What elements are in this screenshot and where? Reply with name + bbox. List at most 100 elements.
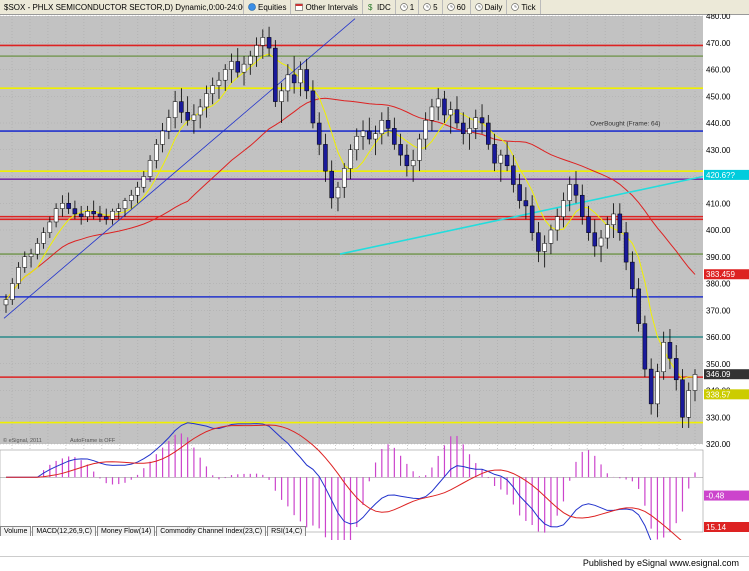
- tab-rsi[interactable]: RSI(14,C): [267, 526, 307, 536]
- candle-body: [661, 342, 666, 373]
- candle-body: [166, 117, 172, 132]
- macd-label: -0.48: [706, 492, 725, 501]
- candle-body: [97, 213, 103, 217]
- price-label: 420.6??: [706, 171, 735, 180]
- clock-icon: [446, 3, 455, 11]
- candle-body: [479, 117, 485, 124]
- candle-body: [498, 154, 504, 164]
- tab-macd[interactable]: MACD(12,26,9,C): [32, 526, 96, 536]
- candle-body: [41, 232, 46, 244]
- clock-icon: [511, 3, 520, 11]
- interval-60[interactable]: 60: [443, 0, 471, 14]
- price-label-box: [704, 389, 749, 400]
- candle-body: [586, 216, 591, 233]
- tab-money-flow[interactable]: Money Flow(14): [97, 526, 156, 536]
- candle-body: [648, 368, 654, 405]
- interval-other[interactable]: Other Intervals: [291, 0, 363, 14]
- interval-tick[interactable]: Tick: [507, 0, 541, 14]
- candle-body: [598, 237, 604, 247]
- candle-body: [611, 213, 616, 225]
- candle-body: [523, 200, 529, 207]
- y-tick-label: 350.00: [706, 360, 731, 369]
- price-label: 383.459: [706, 270, 735, 279]
- candle-body: [298, 69, 303, 84]
- candle-body: [442, 98, 447, 116]
- tab-cci[interactable]: Commodity Channel Index(23,C): [156, 526, 267, 536]
- globe-icon: [248, 3, 256, 11]
- candle-body: [91, 211, 96, 215]
- candle-body: [204, 93, 209, 108]
- interval-1[interactable]: 1: [396, 0, 420, 14]
- candle-body: [316, 122, 322, 145]
- candle-body: [78, 213, 84, 217]
- candle-body: [379, 120, 385, 134]
- candle-body: [216, 79, 222, 86]
- candle-body: [35, 243, 40, 255]
- interval-equities[interactable]: Equities: [244, 0, 292, 14]
- candle-body: [116, 208, 121, 212]
- candle-body: [28, 253, 34, 257]
- candle-body: [617, 213, 623, 233]
- y-tick-label: 410.00: [706, 199, 731, 208]
- candle-body: [592, 232, 598, 247]
- candle-body: [235, 61, 241, 73]
- candle-body: [185, 112, 190, 121]
- symbol-title[interactable]: $SOX - PHLX SEMICONDUCTOR SECTOR,D) Dyna…: [0, 0, 244, 14]
- y-tick-label: 450.00: [706, 92, 731, 101]
- candle-body: [673, 358, 679, 381]
- interval-idc[interactable]: $ IDC: [363, 0, 396, 14]
- candle-body: [248, 55, 253, 65]
- y-tick-label: 360.00: [706, 333, 731, 342]
- overbought-annotation: OverBought (Frame: 64): [590, 121, 660, 128]
- candle-body: [103, 216, 109, 220]
- clock-icon: [423, 3, 431, 11]
- candle-body: [567, 184, 572, 201]
- candle-body: [160, 130, 165, 145]
- candle-body: [467, 128, 472, 134]
- candle-body: [141, 176, 147, 188]
- tab-volume[interactable]: Volume: [0, 526, 32, 536]
- candle-body: [22, 256, 28, 268]
- candle-body: [385, 120, 391, 129]
- interval-5[interactable]: 5: [419, 0, 443, 14]
- candle-body: [454, 109, 460, 124]
- candle-body: [429, 106, 435, 121]
- trendline: [339, 175, 704, 255]
- price-chart-svg[interactable]: 320.00330.00340.00350.00360.00370.00380.…: [0, 12, 749, 560]
- candle-body: [266, 37, 272, 49]
- clock-icon: [400, 3, 408, 11]
- trendline: [3, 18, 356, 319]
- interval-daily[interactable]: Daily: [471, 0, 508, 14]
- chart-area[interactable]: 320.00330.00340.00350.00360.00370.00380.…: [0, 12, 749, 560]
- candle-body: [423, 120, 428, 140]
- candle-body: [605, 224, 610, 239]
- candle-body: [392, 128, 397, 145]
- footer: Published by eSignal www.esignal.com: [0, 556, 749, 571]
- toolbar: $SOX - PHLX SEMICONDUCTOR SECTOR,D) Dyna…: [0, 0, 749, 15]
- candle-body: [335, 186, 341, 199]
- candle-body: [135, 186, 140, 196]
- y-tick-label: 370.00: [706, 306, 731, 315]
- candle-body: [229, 61, 234, 70]
- calendar-icon: [295, 3, 304, 11]
- candle-body: [580, 194, 585, 217]
- candle-body: [66, 203, 71, 209]
- candle-body: [47, 221, 53, 233]
- candle-body: [304, 69, 309, 92]
- candle-body: [529, 205, 535, 233]
- macd-label: 15.14: [706, 523, 727, 532]
- macd-label-box: [704, 490, 749, 501]
- candle-body: [630, 261, 635, 290]
- autoframe-annotation: AutoFrame is OFF: [70, 438, 116, 444]
- candle-body: [667, 342, 673, 359]
- candle-body: [623, 232, 629, 263]
- svg-text:$: $: [368, 3, 373, 11]
- candle-body: [536, 232, 541, 252]
- candle-body: [542, 243, 547, 252]
- candle-body: [310, 90, 316, 124]
- candle-body: [191, 114, 197, 121]
- candle-body: [110, 211, 115, 220]
- candle-body: [642, 323, 648, 370]
- candle-body: [147, 160, 153, 177]
- price-label: 338.57: [706, 390, 731, 399]
